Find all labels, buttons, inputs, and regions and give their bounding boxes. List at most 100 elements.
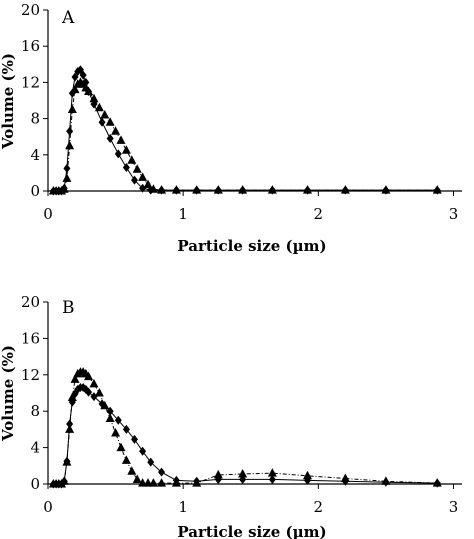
triangle-marker — [267, 468, 277, 477]
x-tick-label: 0 — [43, 205, 53, 223]
triangle-marker — [70, 84, 80, 94]
x-tick-label: 3 — [449, 205, 459, 223]
triangle-marker — [192, 478, 202, 487]
diamond-marker — [106, 134, 114, 144]
y-tick-label: 12 — [21, 73, 40, 91]
triangle-marker — [132, 164, 142, 173]
diamond-marker — [79, 70, 87, 80]
diamond-marker — [63, 163, 71, 173]
triangle-marker — [116, 442, 126, 452]
triangle-marker — [67, 392, 77, 402]
series-markers — [48, 367, 442, 489]
triangle-marker — [100, 109, 110, 119]
triangle-marker — [116, 135, 126, 144]
triangle-marker — [62, 173, 72, 182]
diamond-marker — [147, 457, 155, 467]
triangle-marker — [127, 155, 137, 164]
diamond-marker — [114, 415, 122, 425]
x-tick-label: 2 — [314, 498, 324, 516]
diamond-marker — [66, 126, 74, 136]
triangle-marker — [143, 179, 153, 189]
y-tick-label: 20 — [21, 1, 40, 19]
y-tick-label: 20 — [21, 293, 40, 311]
y-tick-label: 16 — [21, 329, 40, 347]
x-axis-label: Particle size (µm) — [177, 523, 326, 539]
diamond-marker — [131, 434, 139, 444]
triangle-marker — [59, 476, 69, 485]
triangle-marker — [111, 428, 121, 437]
triangle-marker — [192, 185, 202, 194]
diamond-marker — [114, 149, 122, 159]
triangle-marker — [132, 474, 142, 483]
triangle-marker — [65, 424, 75, 433]
diamond-series-line — [53, 387, 438, 485]
diamond-marker — [139, 183, 147, 193]
triangle-marker — [105, 117, 115, 126]
triangle-marker — [340, 473, 350, 483]
series-lines — [53, 371, 438, 485]
triangle-marker — [267, 185, 277, 194]
triangle-marker — [238, 468, 248, 478]
triangle-marker — [157, 185, 167, 194]
diamond-marker — [139, 446, 147, 456]
triangle-marker — [121, 455, 131, 464]
x-axis-label: Particle size (µm) — [177, 237, 326, 255]
series-markers — [48, 65, 442, 196]
series-lines — [53, 68, 438, 192]
diamond-marker — [85, 387, 93, 397]
diamond-marker — [158, 467, 166, 477]
triangle-marker — [138, 172, 148, 181]
triangle-marker — [303, 185, 313, 194]
diamond-marker — [122, 162, 130, 172]
panel-label: B — [62, 298, 75, 318]
x-tick-label: 0 — [43, 498, 53, 516]
triangle-marker — [100, 400, 110, 410]
triangle-marker — [432, 478, 442, 487]
triangle-marker — [303, 470, 313, 480]
y-tick-label: 16 — [21, 37, 40, 55]
triangle-marker — [94, 388, 104, 397]
triangle-marker — [171, 478, 181, 487]
panel-label: A — [61, 8, 75, 28]
y-tick-label: 8 — [30, 110, 40, 128]
triangle-marker — [148, 478, 158, 487]
y-tick-label: 4 — [30, 439, 40, 457]
triangle-marker — [65, 140, 75, 150]
triangle-marker — [121, 145, 131, 154]
diamond-marker — [90, 392, 98, 402]
diamond-marker — [268, 474, 276, 484]
diamond-marker — [122, 424, 130, 434]
diamond-marker — [98, 117, 106, 127]
triangle-marker — [84, 86, 94, 95]
triangle-marker — [94, 102, 104, 112]
x-tick-label: 3 — [449, 498, 459, 516]
triangle-marker — [213, 469, 223, 479]
triangle-marker — [84, 371, 94, 381]
y-tick-label: 4 — [30, 146, 40, 164]
triangle-marker — [148, 184, 158, 193]
x-tick-label: 1 — [178, 205, 188, 223]
x-tick-label: 2 — [314, 205, 324, 223]
triangle-marker — [213, 185, 223, 194]
triangle-marker — [381, 185, 391, 194]
y-tick-label: 12 — [21, 366, 40, 384]
y-axis-label: Volume (%) — [0, 53, 17, 150]
y-tick-label: 0 — [30, 475, 40, 493]
triangle-marker — [127, 466, 137, 475]
triangle-marker — [70, 374, 80, 383]
y-tick-label: 8 — [30, 402, 40, 420]
triangle-marker — [89, 93, 99, 103]
triangle-marker — [381, 476, 391, 485]
triangle-marker — [157, 478, 167, 487]
triangle-marker — [340, 185, 350, 194]
triangle-marker — [62, 457, 72, 466]
triangle-marker — [67, 104, 77, 114]
x-tick-label: 1 — [178, 498, 188, 516]
triangle-marker — [59, 184, 69, 193]
triangle-marker — [105, 413, 115, 422]
